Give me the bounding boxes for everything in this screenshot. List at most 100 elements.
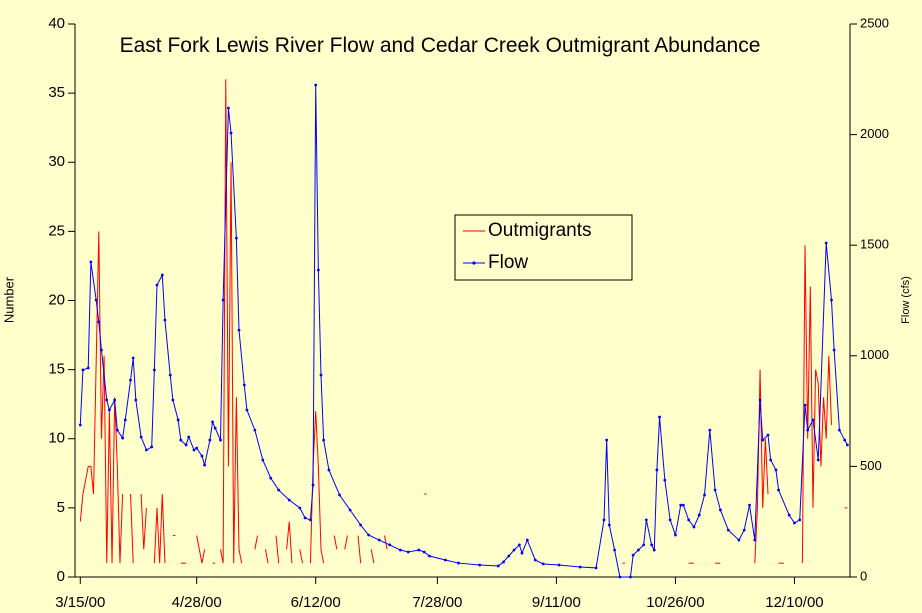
series-marker xyxy=(187,436,190,439)
series-marker xyxy=(238,329,241,332)
y-tick-label: 40 xyxy=(48,15,65,32)
series-line xyxy=(265,549,268,563)
series-marker xyxy=(134,399,137,402)
y-tick-label: 0 xyxy=(57,568,65,585)
y-tick-label: 5 xyxy=(57,499,65,516)
series-marker xyxy=(846,444,849,447)
series-marker xyxy=(542,563,545,566)
series-marker xyxy=(399,549,402,552)
series-marker xyxy=(658,416,661,419)
series-line xyxy=(276,536,279,564)
series-marker xyxy=(140,436,143,439)
series-marker xyxy=(203,464,206,467)
series-marker xyxy=(169,374,172,377)
x-tick-label: 6/12/00 xyxy=(291,594,341,611)
series-marker xyxy=(193,449,196,452)
series-marker xyxy=(608,524,611,527)
series-line xyxy=(358,536,361,564)
chart-title: East Fork Lewis River Flow and Cedar Cre… xyxy=(95,30,785,61)
series-marker xyxy=(322,439,325,442)
series-marker xyxy=(502,561,505,564)
series-marker xyxy=(817,459,820,462)
y-tick-label: 25 xyxy=(48,222,65,239)
series-marker xyxy=(629,576,632,579)
series-marker xyxy=(145,449,148,452)
series-marker xyxy=(253,429,256,432)
series-marker xyxy=(208,439,211,442)
series-marker xyxy=(105,399,108,402)
legend-label: Outmigrants xyxy=(488,220,591,241)
legend-label: Flow xyxy=(488,252,528,273)
series-marker xyxy=(579,566,582,569)
series-marker xyxy=(708,429,711,432)
series-marker xyxy=(714,489,717,492)
series-marker xyxy=(793,522,796,525)
series-marker xyxy=(603,519,606,522)
series-marker xyxy=(558,564,561,567)
series-marker xyxy=(317,269,320,272)
series-marker xyxy=(513,549,516,552)
series-line xyxy=(154,494,165,563)
y-axis-label: Number xyxy=(1,276,16,323)
series-marker xyxy=(219,439,222,442)
series-marker xyxy=(185,444,188,447)
series-marker xyxy=(507,555,510,558)
series-marker xyxy=(407,551,410,554)
series-marker xyxy=(82,369,85,372)
series-marker xyxy=(195,447,198,450)
series-marker xyxy=(132,357,135,360)
series-marker xyxy=(632,554,635,557)
y2-axis-label: Flow (cfs) xyxy=(900,276,912,324)
series-marker xyxy=(214,427,217,430)
series-marker xyxy=(534,559,537,562)
series-marker xyxy=(788,514,791,517)
x-tick-label: 10/26/00 xyxy=(646,594,704,611)
x-tick-label: 4/28/00 xyxy=(172,594,222,611)
series-marker xyxy=(304,517,307,520)
series-marker xyxy=(201,455,204,458)
series-marker xyxy=(243,384,246,387)
series-marker xyxy=(156,284,159,287)
series-marker xyxy=(108,409,111,412)
legend-marker xyxy=(472,261,475,264)
x-tick-label: 9/11/00 xyxy=(532,594,581,611)
series-marker xyxy=(121,437,124,440)
series-marker xyxy=(349,509,352,512)
series-marker xyxy=(838,429,841,432)
series-marker xyxy=(113,399,116,402)
y-tick-label: 15 xyxy=(48,361,65,378)
series-marker xyxy=(687,519,690,522)
series-marker xyxy=(825,242,828,245)
series-marker xyxy=(653,549,656,552)
series-marker xyxy=(521,552,524,555)
series-marker xyxy=(179,439,182,442)
series-marker xyxy=(417,549,420,552)
series-marker xyxy=(777,489,780,492)
series-line xyxy=(131,494,134,563)
series-line xyxy=(287,522,292,563)
series-marker xyxy=(748,504,751,507)
series-marker xyxy=(798,519,801,522)
series-marker xyxy=(804,404,807,407)
series-marker xyxy=(161,274,164,277)
series-marker xyxy=(526,539,529,542)
series-marker xyxy=(230,132,233,135)
series-marker xyxy=(830,299,833,302)
series-marker xyxy=(642,544,645,547)
series-marker xyxy=(328,469,331,472)
series-marker xyxy=(428,555,431,558)
y2-tick-label: 0 xyxy=(860,568,867,583)
series-marker xyxy=(743,529,746,532)
series-marker xyxy=(320,374,323,377)
series-marker xyxy=(222,299,225,302)
y-tick-label: 10 xyxy=(48,430,65,447)
series-marker xyxy=(100,349,103,352)
series-marker xyxy=(812,419,815,422)
series-marker xyxy=(211,421,214,424)
series-marker xyxy=(95,299,98,302)
series-marker xyxy=(769,459,772,462)
series-marker xyxy=(338,494,341,497)
series-marker xyxy=(833,349,836,352)
y2-tick-label: 2000 xyxy=(860,126,889,141)
series-line xyxy=(345,536,348,550)
